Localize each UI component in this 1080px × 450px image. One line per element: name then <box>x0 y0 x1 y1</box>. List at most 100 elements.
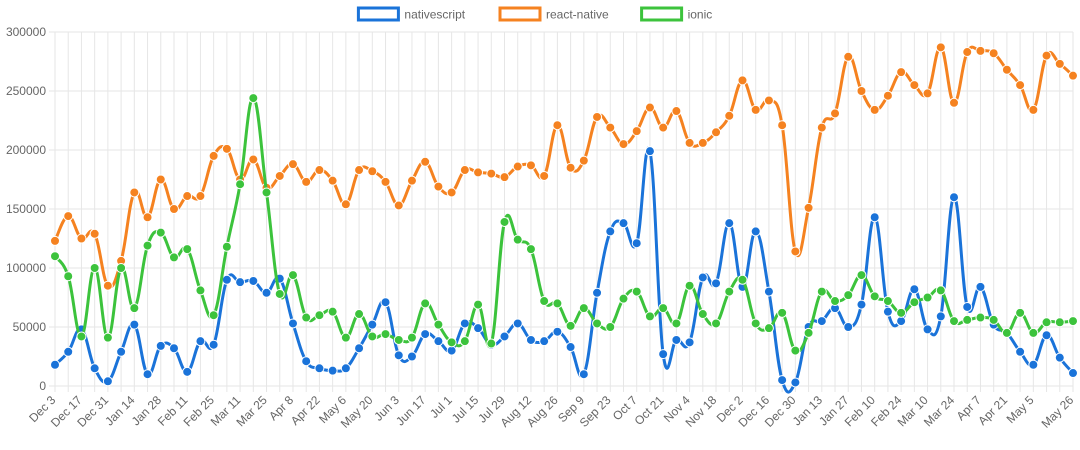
data-point-ionic[interactable] <box>882 296 893 307</box>
data-point-react-native[interactable] <box>420 156 431 167</box>
data-point-nativescript[interactable] <box>605 226 616 237</box>
data-point-nativescript[interactable] <box>856 299 867 310</box>
data-point-nativescript[interactable] <box>565 342 576 353</box>
data-point-nativescript[interactable] <box>512 318 523 329</box>
data-point-nativescript[interactable] <box>248 275 259 286</box>
data-point-react-native[interactable] <box>869 104 880 115</box>
chart-legend[interactable]: nativescript react-native ionic <box>356 6 712 22</box>
data-point-ionic[interactable] <box>697 309 708 320</box>
data-point-react-native[interactable] <box>195 191 206 202</box>
data-point-react-native[interactable] <box>882 90 893 101</box>
data-point-nativescript[interactable] <box>671 334 682 345</box>
data-point-ionic[interactable] <box>142 240 153 251</box>
data-point-ionic[interactable] <box>327 306 338 317</box>
data-point-ionic[interactable] <box>459 336 470 347</box>
data-point-ionic[interactable] <box>314 310 325 321</box>
data-point-react-native[interactable] <box>168 204 179 214</box>
data-point-nativescript[interactable] <box>658 349 669 360</box>
data-point-nativescript[interactable] <box>63 346 74 357</box>
data-point-react-native[interactable] <box>816 122 827 133</box>
data-point-react-native[interactable] <box>486 168 497 179</box>
data-point-react-native[interactable] <box>1041 50 1052 61</box>
data-point-ionic[interactable] <box>843 290 854 301</box>
data-point-nativescript[interactable] <box>882 306 893 317</box>
data-point-react-native[interactable] <box>340 199 351 210</box>
data-point-ionic[interactable] <box>671 318 682 329</box>
data-point-react-native[interactable] <box>142 212 153 223</box>
data-point-ionic[interactable] <box>988 314 999 325</box>
data-point-react-native[interactable] <box>592 111 603 122</box>
data-point-ionic[interactable] <box>446 337 457 348</box>
data-point-nativescript[interactable] <box>552 326 563 337</box>
data-point-react-native[interactable] <box>750 104 761 115</box>
data-point-react-native[interactable] <box>89 228 100 239</box>
data-point-react-native[interactable] <box>459 165 470 176</box>
data-point-ionic[interactable] <box>962 314 973 325</box>
data-point-react-native[interactable] <box>327 175 338 186</box>
data-point-react-native[interactable] <box>248 154 259 165</box>
data-point-react-native[interactable] <box>909 80 920 91</box>
data-point-nativescript[interactable] <box>301 356 312 367</box>
data-point-nativescript[interactable] <box>446 345 457 356</box>
data-point-react-native[interactable] <box>76 233 87 244</box>
data-point-react-native[interactable] <box>354 165 365 176</box>
data-point-nativescript[interactable] <box>142 369 153 380</box>
data-point-react-native[interactable] <box>380 176 391 187</box>
data-point-nativescript[interactable] <box>896 316 907 327</box>
data-point-nativescript[interactable] <box>631 238 642 249</box>
data-point-nativescript[interactable] <box>367 319 378 330</box>
data-point-nativescript[interactable] <box>50 359 60 370</box>
data-point-react-native[interactable] <box>1068 70 1078 81</box>
data-point-nativescript[interactable] <box>168 343 179 354</box>
data-point-ionic[interactable] <box>499 216 510 227</box>
data-point-react-native[interactable] <box>274 170 285 181</box>
data-point-react-native[interactable] <box>843 51 854 62</box>
data-point-ionic[interactable] <box>1054 317 1065 328</box>
data-point-ionic[interactable] <box>922 292 933 303</box>
data-point-react-native[interactable] <box>763 95 774 106</box>
data-point-nativescript[interactable] <box>433 336 444 347</box>
data-point-react-native[interactable] <box>433 181 444 192</box>
data-point-nativescript[interactable] <box>261 287 272 298</box>
data-point-nativescript[interactable] <box>380 297 391 308</box>
data-point-nativescript[interactable] <box>420 329 431 340</box>
data-point-ionic[interactable] <box>1041 317 1052 328</box>
data-point-nativescript[interactable] <box>393 350 404 361</box>
data-point-nativescript[interactable] <box>499 331 510 342</box>
data-point-ionic[interactable] <box>737 274 748 285</box>
data-point-react-native[interactable] <box>102 280 113 291</box>
data-point-react-native[interactable] <box>314 165 325 176</box>
data-point-ionic[interactable] <box>1015 307 1026 318</box>
legend-item-nativescript[interactable]: nativescript <box>356 6 466 22</box>
data-point-react-native[interactable] <box>644 102 655 113</box>
data-point-react-native[interactable] <box>287 159 298 170</box>
data-point-nativescript[interactable] <box>1041 330 1052 341</box>
data-point-react-native[interactable] <box>684 137 695 148</box>
data-point-ionic[interactable] <box>539 296 550 307</box>
data-point-react-native[interactable] <box>367 166 378 177</box>
data-point-ionic[interactable] <box>155 227 166 238</box>
data-point-ionic[interactable] <box>605 322 616 332</box>
data-point-ionic[interactable] <box>949 316 960 327</box>
data-point-nativescript[interactable] <box>922 324 933 335</box>
data-point-react-native[interactable] <box>208 150 219 161</box>
data-point-ionic[interactable] <box>658 303 669 314</box>
data-point-nativescript[interactable] <box>578 369 589 380</box>
data-point-nativescript[interactable] <box>816 316 827 327</box>
data-point-nativescript[interactable] <box>777 375 788 386</box>
data-point-ionic[interactable] <box>816 286 827 297</box>
data-point-react-native[interactable] <box>221 143 232 154</box>
data-point-ionic[interactable] <box>380 329 391 340</box>
data-point-ionic[interactable] <box>406 332 417 343</box>
data-point-nativescript[interactable] <box>235 277 246 288</box>
data-point-react-native[interactable] <box>539 170 550 181</box>
data-point-react-native[interactable] <box>1015 80 1026 91</box>
data-point-ionic[interactable] <box>248 93 259 104</box>
data-point-react-native[interactable] <box>63 211 74 222</box>
data-point-ionic[interactable] <box>512 234 523 245</box>
data-point-nativescript[interactable] <box>129 319 140 330</box>
data-point-react-native[interactable] <box>724 110 735 121</box>
data-point-nativescript[interactable] <box>909 284 920 295</box>
data-point-react-native[interactable] <box>949 97 960 108</box>
data-point-ionic[interactable] <box>1001 327 1012 338</box>
